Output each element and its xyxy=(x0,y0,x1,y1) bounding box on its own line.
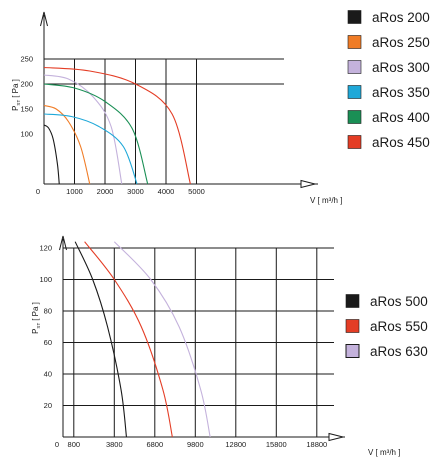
legend-swatch-aros-250 xyxy=(347,35,362,49)
x-axis-label: V [ m³/h ] xyxy=(310,196,342,205)
y-tick-label: 100 xyxy=(39,275,52,284)
series-line-aros-500 xyxy=(74,241,127,438)
fan-curve-chart-lower: 0 800 3800 6800 9800 12800 15800 18800 20 40 60 80 1… xyxy=(31,235,428,457)
x-axis-arrow xyxy=(328,432,344,442)
x-tick-label: 4000 xyxy=(158,187,175,196)
legend-swatch-aros-500 xyxy=(345,294,360,308)
legend-swatch-aros-450 xyxy=(347,135,362,149)
legend-swatch-aros-630 xyxy=(345,344,360,358)
legend-label-aros-250: aRos 250 xyxy=(372,35,430,50)
x-tick-label: 1000 xyxy=(66,187,83,196)
x-tick-label: 5000 xyxy=(188,187,205,196)
y-tick-label: 100 xyxy=(20,130,33,139)
legend-label-aros-350: aRos 350 xyxy=(372,85,430,100)
x-tick-label: 15800 xyxy=(266,440,287,449)
x-tick-label: 0 xyxy=(55,440,59,449)
y-axis-arrow xyxy=(59,235,67,251)
legend-label-aros-400: aRos 400 xyxy=(372,110,430,125)
series-line-aros-200 xyxy=(43,124,60,185)
x-tick-label: 6800 xyxy=(146,440,163,449)
series-line-aros-630 xyxy=(113,241,211,438)
y-tick-label: 20 xyxy=(44,401,52,410)
x-tick-label: 3800 xyxy=(106,440,123,449)
legend-label-aros-200: aRos 200 xyxy=(372,10,430,25)
x-tick-label: 2000 xyxy=(97,187,114,196)
legend-label-aros-550: aRos 550 xyxy=(370,319,428,334)
series-line-aros-350 xyxy=(43,113,138,185)
x-tick-label: 3000 xyxy=(127,187,144,196)
series-line-aros-400 xyxy=(43,83,149,185)
series-line-aros-450 xyxy=(43,66,191,185)
x-axis-label: V [ m³/h ] xyxy=(368,448,400,457)
x-tick-label: 9800 xyxy=(187,440,204,449)
legend-label-aros-300: aRos 300 xyxy=(372,60,430,75)
legend-swatch-aros-200 xyxy=(347,10,362,24)
x-tick-label: 800 xyxy=(68,440,81,449)
y-axis-arrow xyxy=(40,11,48,27)
x-tick-label: 0 xyxy=(36,187,40,196)
y-tick-label: 60 xyxy=(44,338,52,347)
legend-label-aros-450: aRos 450 xyxy=(372,135,430,150)
fan-curve-chart-upper: 0 1000 2000 3000 4000 5000 100 150 200 250 PST[ Pa… xyxy=(11,10,430,205)
legend-swatch-aros-550 xyxy=(345,319,360,333)
x-tick-label: 18800 xyxy=(306,440,327,449)
x-axis-arrow xyxy=(300,179,316,189)
legend-swatch-aros-350 xyxy=(347,85,362,99)
y-axis-label: PST[ Pa ] xyxy=(31,302,41,334)
series-line-aros-550 xyxy=(84,241,173,438)
y-tick-label: 40 xyxy=(44,370,52,379)
series-line-aros-250 xyxy=(43,104,91,185)
legend-label-aros-500: aRos 500 xyxy=(370,294,428,309)
y-tick-label: 250 xyxy=(20,55,33,64)
y-tick-label: 120 xyxy=(39,244,52,253)
x-tick-label: 12800 xyxy=(225,440,246,449)
legend-swatch-aros-300 xyxy=(347,60,362,74)
legend-swatch-aros-400 xyxy=(347,110,362,124)
y-axis-label: PST[ Pa ] xyxy=(11,79,21,111)
y-tick-label: 200 xyxy=(20,80,33,89)
series-line-aros-300 xyxy=(43,74,123,185)
y-tick-label: 80 xyxy=(44,307,52,316)
legend-label-aros-630: aRos 630 xyxy=(370,344,428,359)
y-tick-label: 150 xyxy=(20,105,33,114)
